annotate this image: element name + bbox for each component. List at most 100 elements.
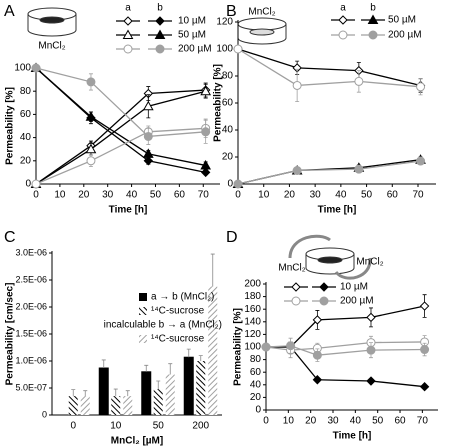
error-bar xyxy=(144,364,149,372)
bar xyxy=(80,396,90,415)
legend-label: 50 µM xyxy=(178,30,206,41)
x-tick-label: 20 xyxy=(284,190,296,201)
y-tick-label: 20 xyxy=(222,152,234,163)
y-tick-label: 100 xyxy=(244,342,261,353)
error-bar xyxy=(168,363,173,375)
x-tick-label: 20 xyxy=(78,190,90,201)
marker xyxy=(286,341,296,351)
y-tick-label: 60 xyxy=(20,109,32,120)
bar xyxy=(141,371,152,416)
x-tick-label: 0 xyxy=(33,190,39,201)
series-line xyxy=(35,127,206,185)
annotation: MnCl₂ xyxy=(356,257,383,268)
y-axis-label: Permeability [%] xyxy=(213,64,224,142)
legend-label: 50 µM xyxy=(388,15,416,26)
y-tick-label: 40 xyxy=(250,379,262,390)
marker xyxy=(420,345,430,355)
bar xyxy=(123,396,133,415)
marker xyxy=(86,77,96,87)
well-icon xyxy=(288,234,372,280)
legend-header: a xyxy=(340,3,346,14)
x-tick-label: 50 xyxy=(372,416,384,427)
x-tick-label: 70 xyxy=(198,190,210,201)
y-tick-label: 20 xyxy=(250,392,262,403)
y-tick-label: 1.0E-06 xyxy=(15,355,47,365)
x-tick-label: 40 xyxy=(335,190,347,201)
marker xyxy=(233,179,243,189)
legend-label: 10 µM xyxy=(178,16,206,27)
error-bar xyxy=(186,348,191,358)
well-icon xyxy=(27,7,77,37)
x-tick-label: 50 xyxy=(361,190,373,201)
marker xyxy=(85,111,97,121)
x-tick-label: 20 xyxy=(305,416,317,427)
x-tick-label: 70 xyxy=(412,190,424,201)
error-bar xyxy=(71,389,76,397)
x-tick-label: 10 xyxy=(54,190,66,201)
legend-swatch xyxy=(139,335,147,343)
marker xyxy=(86,156,96,166)
bar xyxy=(196,361,206,415)
series-line xyxy=(35,67,206,174)
legend-marker xyxy=(367,14,379,24)
y-tick-label: 1.5E-06 xyxy=(15,328,47,338)
legend-label: 200 µM xyxy=(388,30,422,41)
marker xyxy=(416,156,426,166)
x-tick-label: 200 xyxy=(192,421,209,432)
y-tick-label: 3.0E-06 xyxy=(15,247,47,257)
y-tick-label: 120 xyxy=(244,329,261,340)
x-tick-label: 70 xyxy=(417,416,429,427)
x-tick-label: 30 xyxy=(310,190,322,201)
y-tick-label: 40 xyxy=(20,132,32,143)
legend-label: ¹⁴C-sucrose xyxy=(151,334,205,345)
well-icon xyxy=(237,17,287,45)
y-tick-label: 20 xyxy=(20,155,32,166)
y-tick-label: 0 xyxy=(25,179,31,190)
y-tick-label: 100 xyxy=(14,63,31,74)
y-tick-label: 120 xyxy=(216,17,233,28)
x-tick-label: 30 xyxy=(102,190,114,201)
y-tick-label: 100 xyxy=(216,44,233,55)
legend-header: a xyxy=(125,3,131,14)
panel-letter: B xyxy=(226,3,237,20)
series-line xyxy=(237,48,421,88)
marker xyxy=(312,375,323,385)
marker xyxy=(354,76,364,86)
y-tick-label: 5.0E-07 xyxy=(15,382,47,392)
x-tick-label: 0 xyxy=(235,190,241,201)
marker xyxy=(31,63,41,73)
bar xyxy=(111,396,121,415)
x-axis-label: Time [h] xyxy=(318,205,357,216)
error-bar xyxy=(125,390,130,397)
annotation: MnCl₂ xyxy=(278,263,305,274)
y-tick-label: 80 xyxy=(250,354,262,365)
series-line xyxy=(35,89,206,185)
series-line xyxy=(35,67,206,167)
marker xyxy=(366,376,376,386)
legend-marker xyxy=(123,44,133,54)
legend-marker xyxy=(155,16,165,26)
y-axis-label: Permeability [%] xyxy=(233,308,244,386)
legend-header: b xyxy=(157,3,163,14)
marker xyxy=(261,342,271,352)
y-tick-label: 60 xyxy=(222,98,234,109)
y-tick-label: 60 xyxy=(250,367,262,378)
x-tick-label: 40 xyxy=(350,416,362,427)
x-axis-label: MnCl₂ [µM] xyxy=(111,436,163,447)
marker xyxy=(366,345,376,355)
legend-marker xyxy=(319,282,329,292)
series-line xyxy=(266,305,425,348)
marker xyxy=(292,80,302,90)
marker xyxy=(416,82,426,92)
marker xyxy=(200,159,212,170)
legend-marker xyxy=(319,296,329,306)
legend-label: incalculable b → a (MnCl₂) xyxy=(104,320,222,331)
legend-label: 200 µM xyxy=(178,44,212,55)
x-tick-label: 40 xyxy=(126,190,138,201)
error-bar xyxy=(113,388,118,397)
x-tick-label: 0 xyxy=(70,421,76,432)
error-bar xyxy=(83,390,88,397)
marker xyxy=(200,167,211,178)
legend-swatch xyxy=(139,307,147,315)
